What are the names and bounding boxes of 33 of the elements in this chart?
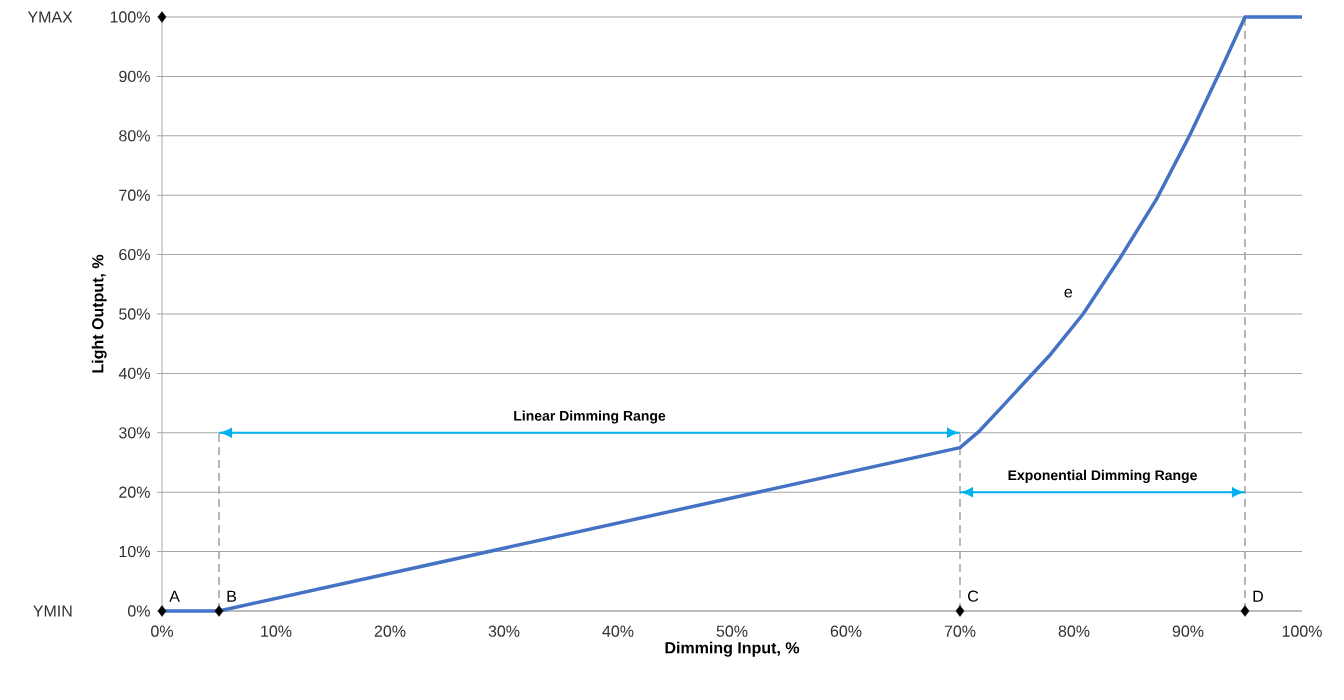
y-tick-label: 100%: [110, 11, 150, 23]
x-tick-label: 60%: [830, 625, 862, 637]
y-tick-label: 10%: [119, 545, 150, 558]
annotation: A: [169, 590, 180, 602]
y-tick-label: 0%: [127, 605, 150, 617]
y-tick-label: 50%: [119, 308, 150, 320]
y-tick-label: 80%: [119, 130, 150, 142]
annotation: Exponential Dimming Range: [1008, 469, 1197, 483]
x-tick-label: 20%: [374, 625, 406, 637]
y-tick-label: 70%: [119, 189, 150, 201]
x-tick-label: 50%: [716, 625, 748, 637]
text: YMIN: [33, 605, 72, 617]
y-tick-label: 30%: [119, 427, 150, 439]
y-tick-label: 20%: [119, 486, 150, 498]
annotation: B: [227, 590, 237, 602]
x-tick-label: 100%: [1282, 625, 1322, 637]
x-axis-title: Dimming Input, %: [665, 641, 800, 657]
y-tick-label: 40%: [118, 367, 150, 380]
x-tick-label: 10%: [261, 625, 292, 637]
x-tick-label: 0%: [151, 625, 173, 637]
x-tick-label: 30%: [488, 625, 520, 637]
annotation: e: [1064, 288, 1073, 298]
x-tick-label: 40%: [602, 625, 634, 637]
annotation: C: [968, 590, 979, 602]
y-tick-label: 60%: [119, 248, 150, 261]
x-tick-label: 80%: [1058, 625, 1090, 637]
x-tick-label: 70%: [944, 625, 976, 637]
annotation: Linear Dimming Range: [514, 410, 666, 424]
x-tick-label: 90%: [1172, 625, 1204, 637]
y-tick-label: 90%: [119, 70, 150, 83]
annotation: D: [1253, 590, 1263, 602]
y-axis-title: Light Output, %: [91, 254, 107, 373]
text: YMAX: [27, 11, 73, 23]
